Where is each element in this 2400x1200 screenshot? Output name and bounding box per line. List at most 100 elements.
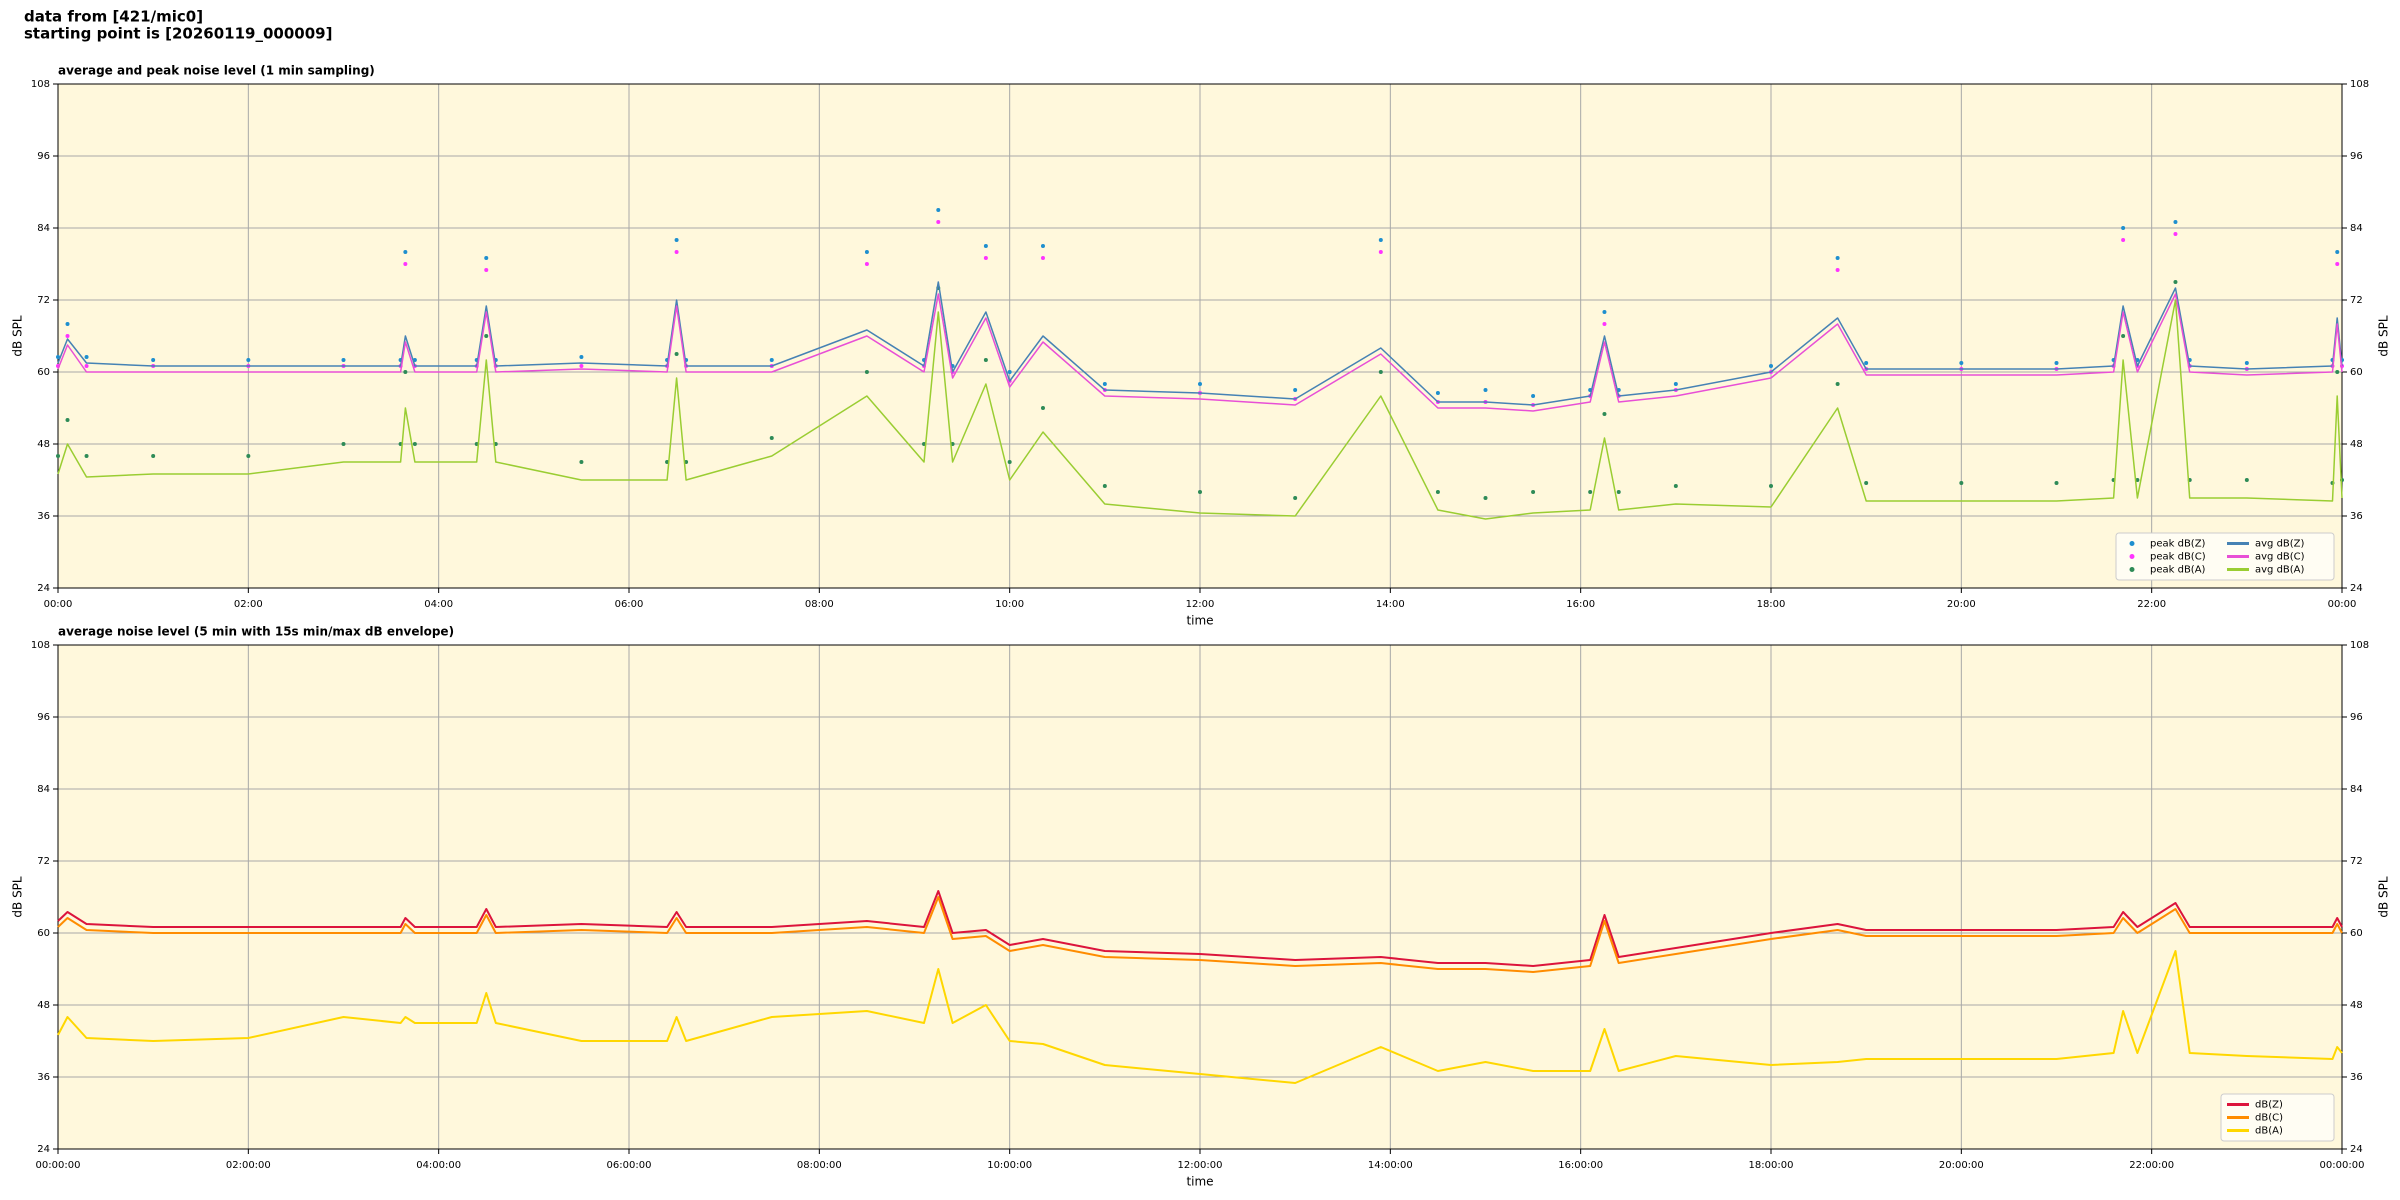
series-line: [57, 293, 2343, 412]
peak-point: [1293, 496, 1298, 500]
header-line: data from [421/mic0]: [24, 8, 203, 26]
legend-label: dB(Z): [2255, 1100, 2283, 1111]
peak-point: [2244, 361, 2249, 365]
x-tick-label: 16:00:00: [1558, 1160, 1603, 1171]
x-axis-label: time: [1186, 1175, 1213, 1189]
legend-marker: [2129, 567, 2135, 572]
peak-point: [1835, 256, 1840, 260]
peak-point: [2054, 481, 2059, 485]
peak-point: [1378, 238, 1383, 242]
y-tick-label: 84: [37, 784, 50, 795]
x-tick-label: 18:00: [1757, 599, 1786, 610]
y-tick-label: 108: [31, 79, 50, 90]
peak-point: [65, 418, 70, 422]
series-line: [57, 281, 2343, 406]
peak-point: [2335, 262, 2340, 266]
peak-point: [1531, 394, 1536, 398]
y-tick-label: 24: [37, 1144, 50, 1155]
x-tick-label: 06:00:00: [607, 1160, 652, 1171]
x-tick-label: 10:00:00: [987, 1160, 1032, 1171]
y-tick-label: 72: [37, 295, 50, 306]
peak-point: [1864, 481, 1869, 485]
peak-point: [341, 358, 346, 362]
y-tick-label: 72: [2350, 856, 2363, 867]
y-tick-label: 48: [37, 1000, 50, 1011]
peak-point: [65, 322, 70, 326]
legend-marker: [2129, 541, 2135, 546]
peak-point: [403, 250, 408, 254]
peak-point: [84, 364, 89, 368]
peak-point: [1673, 382, 1678, 386]
peak-point: [1378, 370, 1383, 374]
y-tick-label: 24: [37, 583, 50, 594]
y-tick-label: 108: [2350, 79, 2369, 90]
x-tick-label: 00:00: [44, 599, 73, 610]
legend-box: [2220, 1093, 2335, 1142]
peak-point: [579, 355, 584, 359]
peak-point: [151, 358, 156, 362]
peak-point: [864, 370, 869, 374]
y-tick-label: 60: [2350, 367, 2363, 378]
peak-point: [1769, 484, 1773, 488]
x-tick-label: 02:00:00: [226, 1160, 271, 1171]
y-tick-label: 108: [2350, 640, 2369, 651]
peak-point: [579, 460, 584, 464]
x-tick-label: 22:00:00: [2129, 1160, 2174, 1171]
legend-label: avg dB(Z): [2255, 539, 2305, 550]
plot-frame: [57, 644, 2343, 1150]
peak-point: [1959, 481, 1964, 485]
peak-point: [1293, 388, 1298, 392]
y-tick-label: 48: [2350, 1000, 2363, 1011]
peak-point: [84, 454, 89, 458]
y-tick-label: 96: [2350, 712, 2363, 723]
x-tick-label: 12:00: [1186, 599, 1215, 610]
peak-point: [2335, 370, 2340, 374]
y-tick-label: 84: [2350, 223, 2363, 234]
peak-point: [1040, 406, 1045, 410]
peak-point: [1198, 490, 1202, 494]
chart-title: average noise level (5 min with 15s min/…: [58, 625, 454, 639]
x-tick-label: 06:00: [615, 599, 644, 610]
y-tick-label: 24: [2350, 583, 2363, 594]
y-tick-label: 36: [2350, 511, 2363, 522]
peak-point: [1769, 364, 1773, 368]
x-tick-label: 14:00: [1376, 599, 1405, 610]
header-line: starting point is [20260119_000009]: [24, 25, 332, 43]
y-tick-label: 84: [37, 223, 50, 234]
series-line: [57, 890, 2343, 967]
peak-point: [1102, 382, 1107, 386]
peak-point: [56, 454, 60, 458]
legend-marker: [2129, 554, 2135, 559]
x-tick-label: 12:00:00: [1178, 1160, 1223, 1171]
peak-point: [769, 436, 774, 440]
peak-point: [1198, 382, 1202, 386]
peak-point: [2173, 220, 2178, 224]
peak-point: [674, 352, 679, 356]
x-tick-label: 20:00:00: [1939, 1160, 1984, 1171]
peak-point: [1483, 388, 1488, 392]
x-tick-label: 04:00:00: [416, 1160, 461, 1171]
series-line: [57, 896, 2343, 973]
x-tick-label: 00:00:00: [36, 1160, 81, 1171]
peak-point: [484, 268, 489, 272]
peak-point: [56, 355, 60, 359]
y-tick-label: 72: [37, 856, 50, 867]
peak-point: [1835, 382, 1840, 386]
x-tick-label: 22:00: [2137, 599, 2166, 610]
peak-point: [1864, 361, 1869, 365]
series-line: [57, 299, 2343, 520]
peak-point: [1435, 391, 1440, 395]
y-tick-label: 24: [2350, 1144, 2363, 1155]
peak-point: [84, 355, 89, 359]
peak-point: [983, 256, 988, 260]
peak-point: [2121, 238, 2126, 242]
peak-point: [936, 220, 941, 224]
y-tick-label: 60: [2350, 928, 2363, 939]
x-tick-label: 00:00: [2328, 599, 2357, 610]
y-tick-label: 36: [2350, 1072, 2363, 1083]
peak-point: [403, 370, 408, 374]
y-tick-label: 60: [37, 367, 50, 378]
peak-point: [579, 364, 584, 368]
peak-point: [769, 358, 774, 362]
x-tick-label: 04:00: [424, 599, 453, 610]
